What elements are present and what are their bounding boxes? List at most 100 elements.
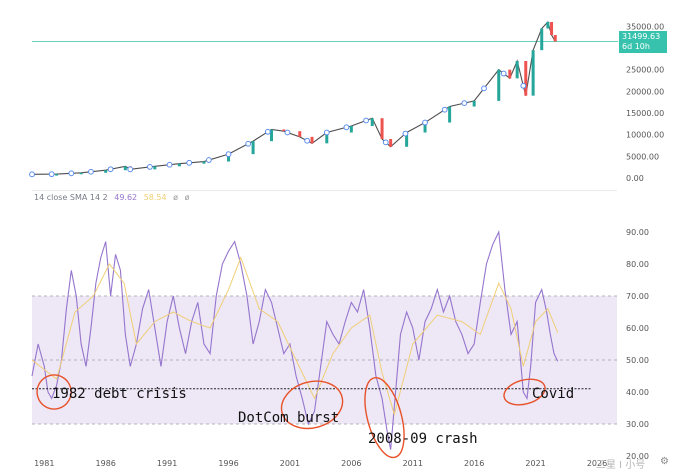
- settings-gear-icon[interactable]: ⚙: [660, 456, 669, 467]
- x-tick-label: 2016: [464, 459, 484, 468]
- price-marker: [225, 151, 232, 158]
- price-tick-label: 35000.00: [626, 22, 664, 31]
- price-candle: [310, 136, 314, 144]
- rsi-series-line: [31, 230, 559, 450]
- price-candle: [540, 28, 544, 51]
- sma-series-line: [31, 256, 559, 417]
- x-tick-label: 2011: [403, 459, 423, 468]
- price-marker: [186, 159, 193, 166]
- price-candle: [515, 61, 519, 79]
- price-marker: [48, 171, 55, 178]
- price-marker: [363, 117, 369, 124]
- rsi-tick-label: 30.00: [626, 420, 649, 429]
- price-candle: [423, 122, 427, 133]
- rsi-tick-label: 70.00: [626, 292, 649, 301]
- price-candle: [550, 22, 554, 35]
- x-tick-label: 1981: [34, 459, 54, 468]
- annotation-circle: [364, 377, 405, 459]
- price-marker: [323, 129, 330, 136]
- annotation-debt-crisis: 1982 debt crisis: [52, 386, 187, 402]
- price-candle: [380, 118, 384, 139]
- annotation-covid: Covid: [532, 386, 575, 402]
- rsi-legend: 14 close SMA 14 2 49.62 58.54 ø ø: [34, 193, 190, 202]
- price-candle: [177, 163, 181, 167]
- x-tick-label: 2021: [525, 459, 545, 468]
- rsi-band-fill: [32, 296, 617, 424]
- rsi-tick-label: 90.00: [626, 228, 649, 237]
- annotation-circle: [280, 380, 344, 430]
- watermark: 三星 I 小号: [596, 460, 646, 471]
- price-tick-label: 25000.00: [626, 66, 664, 75]
- price-marker: [402, 130, 409, 137]
- price-candle: [508, 69, 512, 79]
- price-candle: [472, 100, 476, 107]
- price-candle: [55, 174, 59, 176]
- price-candle: [298, 131, 302, 137]
- rsi-legend-value: 49.62: [114, 193, 138, 202]
- x-tick-label: 2006: [341, 459, 361, 468]
- price-marker: [343, 124, 350, 131]
- price-candle: [270, 129, 274, 142]
- price-marker: [29, 171, 35, 178]
- price-candle: [405, 132, 409, 147]
- price-candle: [349, 126, 353, 133]
- price-tick-label: 5000.00: [626, 152, 659, 161]
- annotation-dotcom: DotCom burst: [238, 410, 340, 426]
- rsi-tick-label: 20.00: [626, 452, 649, 461]
- annotation-2008-crash: 2008-09 crash: [368, 431, 478, 447]
- x-tick-label: 2001: [280, 459, 300, 468]
- rsi-tick-label: 60.00: [626, 324, 649, 333]
- price-marker: [107, 166, 114, 173]
- price-marker: [127, 166, 134, 173]
- price-marker: [205, 157, 212, 163]
- price-candle: [448, 106, 452, 123]
- rsi-tick-label: 50.00: [626, 356, 649, 365]
- last-price-label: 31499.63 6d 10h: [619, 31, 667, 53]
- price-marker: [422, 119, 428, 126]
- price-marker: [88, 168, 94, 175]
- price-marker: [441, 106, 448, 113]
- price-marker: [520, 82, 527, 89]
- price-tick-label: 0.00: [626, 174, 644, 183]
- rsi-legend-label: 14 close SMA 14 2: [34, 193, 108, 202]
- price-candle: [553, 35, 557, 42]
- x-tick-label: 2026: [587, 459, 607, 468]
- price-candle: [497, 69, 501, 101]
- price-candle: [202, 161, 206, 164]
- price-candle: [251, 141, 255, 155]
- price-marker: [166, 161, 173, 168]
- price-candle: [104, 170, 108, 173]
- price-candle: [389, 139, 393, 147]
- price-tick-label: 15000.00: [626, 109, 664, 118]
- price-candle: [524, 61, 528, 96]
- hide-icon[interactable]: ø: [173, 193, 179, 202]
- x-tick-label: 1991: [157, 459, 177, 468]
- price-tick-label: 10000.00: [626, 131, 664, 140]
- price-marker: [264, 128, 271, 135]
- pane-separator: [32, 190, 617, 191]
- rsi-tick-label: 80.00: [626, 260, 649, 269]
- price-marker: [481, 85, 487, 92]
- price-marker: [245, 140, 252, 147]
- price-marker: [382, 139, 389, 146]
- price-series-line: [31, 20, 556, 175]
- price-marker: [284, 129, 291, 136]
- annotation-circle: [503, 378, 546, 406]
- price-candle: [531, 50, 535, 96]
- price-marker: [304, 137, 311, 144]
- rsi-tick-label: 40.00: [626, 388, 649, 397]
- price-tick-label: 20000.00: [626, 87, 664, 96]
- price-candle: [546, 22, 550, 29]
- x-tick-label: 1986: [96, 459, 116, 468]
- price-candle: [282, 129, 286, 132]
- price-candle: [123, 166, 127, 171]
- price-candle: [79, 172, 83, 175]
- settings-icon[interactable]: ø: [184, 193, 190, 202]
- price-marker: [461, 100, 468, 107]
- last-price-countdown: 6d 10h: [622, 42, 650, 51]
- price-candle: [227, 154, 231, 162]
- last-price-value: 31499.63: [622, 32, 661, 41]
- price-candle: [153, 166, 157, 170]
- price-marker: [500, 70, 507, 77]
